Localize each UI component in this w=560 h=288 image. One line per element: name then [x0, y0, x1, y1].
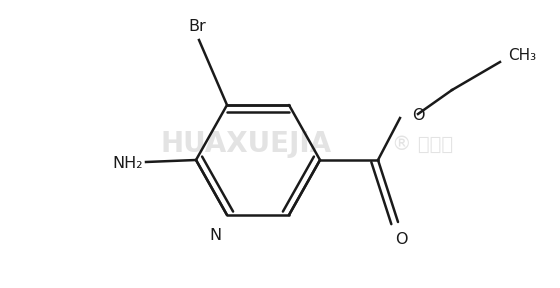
Text: HUAXUEJIA: HUAXUEJIA [161, 130, 332, 158]
Text: NH₂: NH₂ [113, 156, 143, 170]
Text: N: N [209, 228, 221, 242]
Text: Br: Br [188, 19, 206, 34]
Text: O: O [395, 232, 407, 247]
Text: O: O [412, 107, 424, 122]
Text: CH₃: CH₃ [508, 48, 536, 63]
Text: ® 化学加: ® 化学加 [392, 134, 454, 154]
